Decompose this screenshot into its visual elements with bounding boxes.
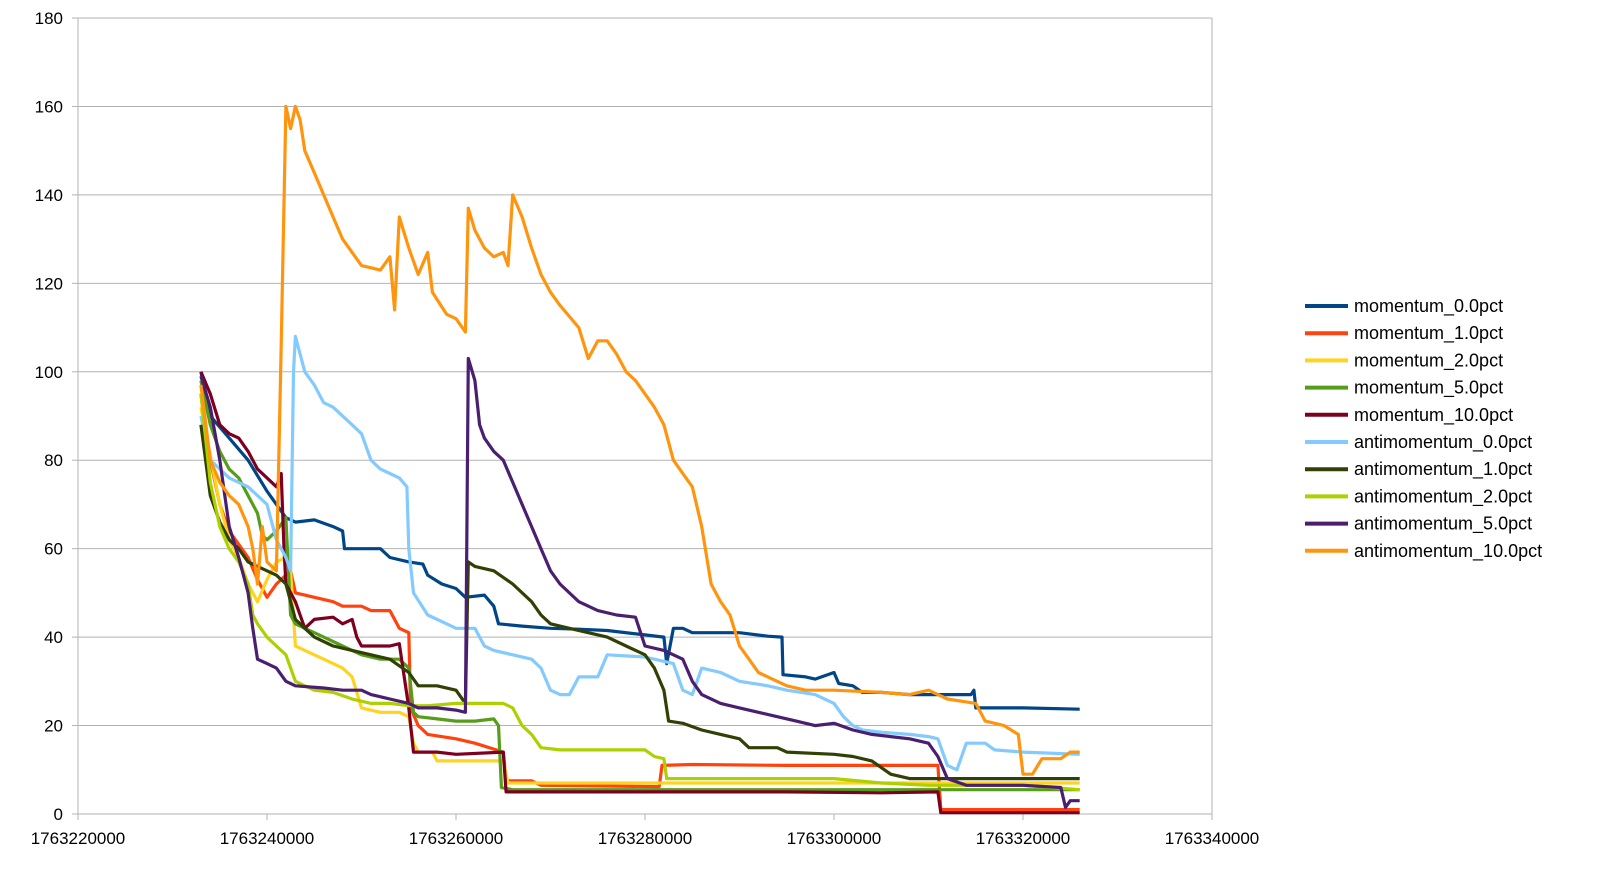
y-tick-label: 180 <box>35 9 63 28</box>
series-line-momentum-2-0pct <box>199 406 1080 785</box>
y-axis-tick-labels: 0 20 40 60 80 100 120 140 160 180 <box>35 9 63 824</box>
series-line-antimomentum-5-0pct <box>199 356 1080 809</box>
x-tick-label: 1763300000 <box>787 829 882 848</box>
legend-label: momentum_2.0pct <box>1354 350 1503 371</box>
legend-label: momentum_0.0pct <box>1354 296 1503 317</box>
series-line-momentum-5-0pct <box>199 380 1080 792</box>
y-tick-label: 120 <box>35 274 63 293</box>
x-tick-label: 1763320000 <box>976 829 1071 848</box>
y-tick-label: 60 <box>44 540 63 559</box>
series-line-momentum-10-0pct <box>199 371 1080 815</box>
series-line-antimomentum-2-0pct <box>199 393 1080 792</box>
y-tick-label: 100 <box>35 363 63 382</box>
series-line-antimomentum-1-0pct <box>199 424 1080 781</box>
legend-label: momentum_10.0pct <box>1354 405 1513 426</box>
series-lines <box>199 104 1080 815</box>
series-line-momentum-0-0pct <box>199 371 1080 711</box>
y-tick-label: 0 <box>54 805 63 824</box>
series-line-antimomentum-0-0pct <box>199 334 1080 772</box>
legend-label: momentum_1.0pct <box>1354 323 1503 344</box>
legend-label: antimomentum_10.0pct <box>1354 541 1542 562</box>
legend-label: antimomentum_5.0pct <box>1354 514 1532 535</box>
y-tick-label: 80 <box>44 451 63 470</box>
y-tick-label: 20 <box>44 717 63 736</box>
legend-label: momentum_5.0pct <box>1354 378 1503 399</box>
x-axis-tick-labels: 1763220000 1763240000 1763260000 1763280000… <box>31 829 1260 848</box>
y-tick-label: 160 <box>35 97 63 116</box>
series-line-momentum-1-0pct <box>199 393 1080 812</box>
y-tick-label: 40 <box>44 628 63 647</box>
legend: momentum_0.0pct momentum_1.0pct momentum_2… <box>1305 296 1542 562</box>
legend-label: antimomentum_2.0pct <box>1354 486 1532 507</box>
x-tick-label: 1763240000 <box>220 829 315 848</box>
x-tick-label: 1763280000 <box>598 829 693 848</box>
x-tick-label: 1763220000 <box>31 829 126 848</box>
y-tick-label: 140 <box>35 186 63 205</box>
x-tick-label: 1763260000 <box>409 829 504 848</box>
gridlines <box>72 17 1213 820</box>
x-tick-label: 1763340000 <box>1165 829 1260 848</box>
legend-label: antimomentum_1.0pct <box>1354 459 1532 480</box>
legend-label: antimomentum_0.0pct <box>1354 432 1532 453</box>
series-line-antimomentum-10-0pct <box>199 104 1080 776</box>
